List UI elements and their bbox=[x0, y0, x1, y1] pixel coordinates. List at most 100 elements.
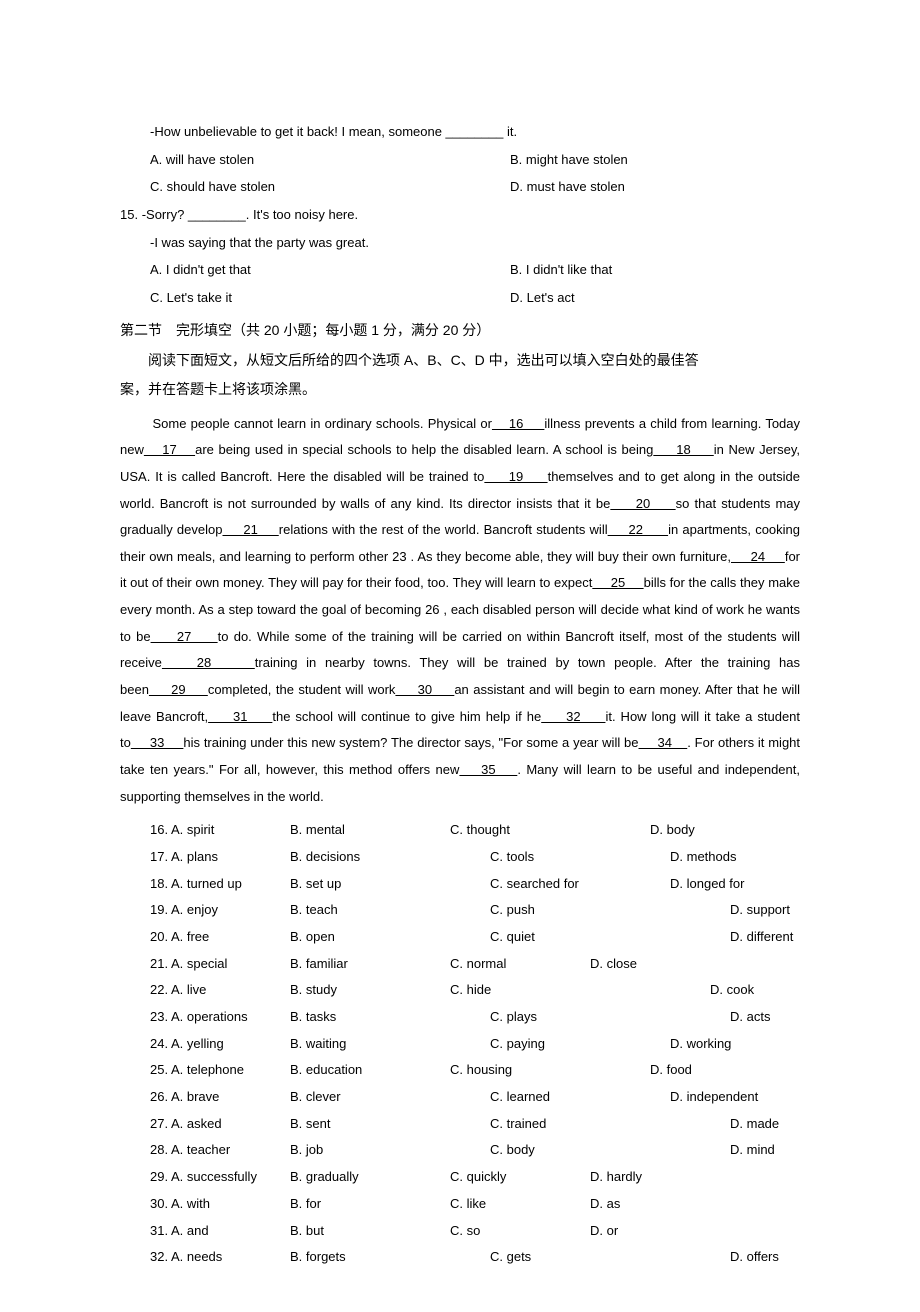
cloze-opt-c: C. push bbox=[450, 898, 670, 923]
cloze-opt-b: B. study bbox=[290, 978, 450, 1003]
cloze-opt-a: 32. A. needs bbox=[150, 1245, 290, 1270]
q15-opt-d: D. Let's act bbox=[510, 286, 800, 311]
q15-num: 15. bbox=[120, 203, 138, 228]
cloze-opt-c: C. normal bbox=[450, 952, 590, 977]
q14-opt-c: C. should have stolen bbox=[150, 175, 510, 200]
cloze-row: 21. A. specialB. familiarC. normalD. clo… bbox=[120, 952, 800, 977]
cloze-opt-a: 17. A. plans bbox=[150, 845, 290, 870]
cloze-row: 19. A. enjoyB. teachC. pushD. support bbox=[120, 898, 800, 923]
cloze-opt-c: C. searched for bbox=[450, 872, 670, 897]
cloze-opt-d: D. working bbox=[670, 1032, 800, 1057]
cloze-opt-b: B. forgets bbox=[290, 1245, 450, 1270]
cloze-row: 16. A. spiritB. mentalC. thoughtD. body bbox=[120, 818, 800, 843]
cloze-opt-b: B. mental bbox=[290, 818, 450, 843]
cloze-opt-a: 18. A. turned up bbox=[150, 872, 290, 897]
cloze-opt-c: C. gets bbox=[450, 1245, 670, 1270]
cloze-opt-a: 16. A. spirit bbox=[150, 818, 290, 843]
cloze-options-block: 16. A. spiritB. mentalC. thoughtD. body1… bbox=[120, 818, 800, 1270]
cloze-row: 24. A. yellingB. waitingC. payingD. work… bbox=[120, 1032, 800, 1057]
cloze-opt-c: C. paying bbox=[450, 1032, 670, 1057]
cloze-opt-c: C. thought bbox=[450, 818, 650, 843]
cloze-opt-d: D. hardly bbox=[590, 1165, 800, 1190]
cloze-row: 29. A. successfullyB. graduallyC. quickl… bbox=[120, 1165, 800, 1190]
cloze-opt-d: D. offers bbox=[670, 1245, 800, 1270]
cloze-opt-d: D. as bbox=[590, 1192, 800, 1217]
q15-options-row1: A. I didn't get that B. I didn't like th… bbox=[120, 258, 800, 283]
cloze-opt-b: B. decisions bbox=[290, 845, 450, 870]
cloze-opt-d: D. support bbox=[670, 898, 800, 923]
cloze-opt-a: 27. A. asked bbox=[150, 1112, 290, 1137]
instructions-l2: 案，并在答题卡上将该项涂黑。 bbox=[120, 376, 800, 403]
cloze-row: 31. A. andB. butC. soD. or bbox=[120, 1219, 800, 1244]
cloze-opt-c: C. body bbox=[450, 1138, 670, 1163]
cloze-row: 27. A. askedB. sentC. trainedD. made bbox=[120, 1112, 800, 1137]
q14-options-row1: A. will have stolen B. might have stolen bbox=[120, 148, 800, 173]
cloze-opt-c: C. so bbox=[450, 1219, 590, 1244]
cloze-row: 23. A. operationsB. tasksC. playsD. acts bbox=[120, 1005, 800, 1030]
cloze-row: 20. A. freeB. openC. quietD. different bbox=[120, 925, 800, 950]
instructions-l1: 阅读下面短文，从短文后所给的四个选项 A、B、C、D 中，选出可以填入空白处的最… bbox=[120, 347, 800, 374]
cloze-opt-c: C. tools bbox=[450, 845, 670, 870]
cloze-opt-b: B. gradually bbox=[290, 1165, 450, 1190]
section-title: 第二节 完形填空（共 20 小题；每小题 1 分，满分 20 分） bbox=[120, 317, 800, 344]
cloze-row: 25. A. telephoneB. educationC. housingD.… bbox=[120, 1058, 800, 1083]
q15-opt-b: B. I didn't like that bbox=[510, 258, 800, 283]
cloze-opt-b: B. teach bbox=[290, 898, 450, 923]
cloze-opt-d: D. made bbox=[670, 1112, 800, 1137]
q15-line2: -I was saying that the party was great. bbox=[120, 231, 800, 256]
cloze-opt-d: D. methods bbox=[670, 845, 800, 870]
cloze-opt-a: 30. A. with bbox=[150, 1192, 290, 1217]
cloze-row: 28. A. teacherB. jobC. bodyD. mind bbox=[120, 1138, 800, 1163]
cloze-opt-a: 23. A. operations bbox=[150, 1005, 290, 1030]
cloze-opt-b: B. education bbox=[290, 1058, 450, 1083]
cloze-opt-b: B. waiting bbox=[290, 1032, 450, 1057]
cloze-opt-b: B. tasks bbox=[290, 1005, 450, 1030]
cloze-opt-b: B. set up bbox=[290, 872, 450, 897]
cloze-opt-c: C. quickly bbox=[450, 1165, 590, 1190]
cloze-opt-b: B. but bbox=[290, 1219, 450, 1244]
cloze-opt-b: B. clever bbox=[290, 1085, 450, 1110]
cloze-passage: Some people cannot learn in ordinary sch… bbox=[120, 411, 800, 811]
cloze-opt-c: C. plays bbox=[450, 1005, 670, 1030]
cloze-opt-b: B. open bbox=[290, 925, 450, 950]
cloze-opt-d: D. longed for bbox=[670, 872, 800, 897]
q14-opt-b: B. might have stolen bbox=[510, 148, 800, 173]
cloze-opt-c: C. hide bbox=[450, 978, 650, 1003]
cloze-opt-d: D. close bbox=[590, 952, 800, 977]
cloze-opt-d: D. food bbox=[650, 1058, 800, 1083]
cloze-opt-a: 26. A. brave bbox=[150, 1085, 290, 1110]
cloze-opt-a: 20. A. free bbox=[150, 925, 290, 950]
cloze-opt-a: 19. A. enjoy bbox=[150, 898, 290, 923]
cloze-opt-d: D. body bbox=[650, 818, 800, 843]
cloze-opt-a: 24. A. yelling bbox=[150, 1032, 290, 1057]
cloze-opt-c: C. trained bbox=[450, 1112, 670, 1137]
q14-opt-a: A. will have stolen bbox=[150, 148, 510, 173]
cloze-row: 22. A. liveB. studyC. hideD. cook bbox=[120, 978, 800, 1003]
cloze-opt-d: D. cook bbox=[650, 978, 800, 1003]
cloze-opt-d: D. mind bbox=[670, 1138, 800, 1163]
q15-options-row2: C. Let's take it D. Let's act bbox=[120, 286, 800, 311]
cloze-opt-a: 28. A. teacher bbox=[150, 1138, 290, 1163]
cloze-opt-a: 25. A. telephone bbox=[150, 1058, 290, 1083]
q15-text1: -Sorry? ________. It's too noisy here. bbox=[142, 207, 358, 222]
q15-line1: 15. -Sorry? ________. It's too noisy her… bbox=[120, 203, 800, 228]
cloze-opt-a: 31. A. and bbox=[150, 1219, 290, 1244]
q15-opt-a: A. I didn't get that bbox=[150, 258, 510, 283]
q14-options-row2: C. should have stolen D. must have stole… bbox=[120, 175, 800, 200]
cloze-row: 30. A. withB. forC. likeD. as bbox=[120, 1192, 800, 1217]
q14-dialogue: -How unbelievable to get it back! I mean… bbox=[120, 120, 800, 145]
cloze-row: 32. A. needsB. forgetsC. getsD. offers bbox=[120, 1245, 800, 1270]
cloze-opt-b: B. job bbox=[290, 1138, 450, 1163]
cloze-opt-a: 22. A. live bbox=[150, 978, 290, 1003]
cloze-opt-d: D. different bbox=[670, 925, 800, 950]
cloze-opt-d: D. independent bbox=[670, 1085, 800, 1110]
cloze-opt-c: C. like bbox=[450, 1192, 590, 1217]
cloze-opt-b: B. for bbox=[290, 1192, 450, 1217]
cloze-opt-a: 29. A. successfully bbox=[150, 1165, 290, 1190]
cloze-opt-d: D. acts bbox=[670, 1005, 800, 1030]
cloze-opt-b: B. sent bbox=[290, 1112, 450, 1137]
cloze-opt-b: B. familiar bbox=[290, 952, 450, 977]
cloze-row: 17. A. plansB. decisionsC. toolsD. metho… bbox=[120, 845, 800, 870]
cloze-opt-c: C. housing bbox=[450, 1058, 650, 1083]
cloze-opt-c: C. learned bbox=[450, 1085, 670, 1110]
